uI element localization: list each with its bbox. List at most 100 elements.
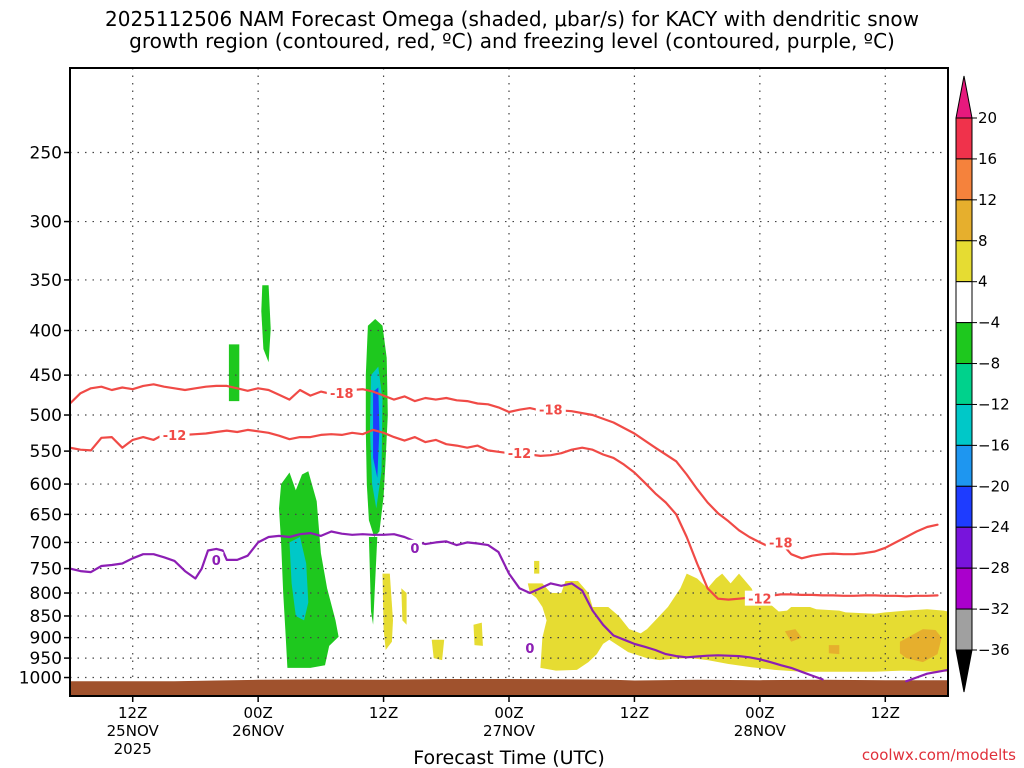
colorbar-tick-label: −20 [978, 477, 1010, 495]
x-tick-label: 2025 [114, 740, 152, 758]
contour-label-background [504, 445, 535, 461]
x-tick-label: 12Z [871, 704, 900, 722]
contour-label: -18 [539, 404, 563, 419]
colorbar-swatch [955, 403, 973, 446]
chart-title: 2025112506 NAM Forecast Omega (shaded, μ… [0, 8, 1024, 52]
plot-background [70, 68, 948, 696]
contour-label: -12 [508, 447, 532, 462]
y-tick-label: 800 [30, 584, 62, 604]
colorbar-tick-label: 20 [978, 109, 997, 127]
colorbar-swatch [955, 281, 973, 324]
source-credit: coolwx.com/modelts [861, 746, 1016, 764]
colorbar-swatch [955, 526, 973, 569]
colorbar-swatch [955, 444, 973, 487]
y-tick-label: 600 [30, 475, 62, 495]
contour-label-background [765, 534, 796, 550]
y-tick-label: 900 [30, 629, 62, 649]
x-tick-label: 00Z [494, 704, 523, 722]
colorbar-tick-label: 12 [978, 191, 997, 209]
x-tick-label: 12Z [369, 704, 398, 722]
omega-shaded-region [289, 537, 309, 621]
y-tick-label: 700 [30, 533, 62, 553]
omega-shaded-region [527, 573, 948, 672]
y-tick-label: 850 [30, 607, 62, 627]
freezing-level-contour [70, 530, 824, 681]
x-tick-label: 00Z [745, 704, 774, 722]
contour-label: -12 [163, 429, 187, 444]
contour-label-background [522, 639, 537, 655]
y-tick-label: 400 [30, 322, 62, 342]
colorbar-swatch [955, 199, 973, 242]
omega-shaded-region [534, 560, 540, 574]
colorbar-tick-label: 16 [978, 150, 997, 168]
x-tick-label: 26NOV [232, 722, 285, 740]
colorbar-tick-label: −24 [978, 518, 1010, 536]
y-tick-label: 350 [30, 271, 62, 291]
x-tick-label: 28NOV [734, 722, 787, 740]
colorbar-swatch [955, 567, 973, 610]
colorbar: 20 16 12 8 4 −4 −8 −12 −16 −20 −24 −28 −32 −36 [955, 75, 1010, 693]
y-tick-label: 500 [30, 406, 62, 426]
terrain-surface [70, 679, 948, 696]
x-tick-label: 25NOV [107, 722, 160, 740]
contour-label: 0 [212, 554, 221, 569]
omega-shaded-region [473, 622, 483, 646]
chart-title-line-1: 2025112506 NAM Forecast Omega (shaded, μ… [105, 7, 919, 31]
colorbar-tick-label: −12 [978, 395, 1010, 413]
contour-label: -18 [769, 536, 793, 551]
colorbar-swatch [955, 117, 973, 160]
colorbar-swatch [955, 608, 973, 651]
colorbar-tick-label: −4 [978, 314, 1000, 332]
omega-shaded-region [784, 629, 802, 642]
freezing-level-contour [905, 668, 948, 683]
y-tick-label: 950 [30, 649, 62, 669]
contour-label-background [209, 551, 224, 567]
y-tick-label: 750 [30, 560, 62, 580]
x-tick-label: 27NOV [483, 722, 536, 740]
colorbar-swatch [955, 363, 973, 405]
colorbar-tick-label: −36 [978, 641, 1010, 659]
y-tick-label: 650 [30, 505, 62, 525]
omega-shaded-region [261, 285, 271, 363]
colorbar-max-arrow [955, 75, 973, 119]
y-tick-label: 250 [30, 144, 62, 164]
omega-shaded-region [279, 471, 339, 668]
x-tick-label: 00Z [243, 704, 272, 722]
contour-label: 0 [410, 542, 419, 557]
x-tick-label: 12Z [620, 704, 649, 722]
contour-label-background [744, 590, 775, 606]
contour-label: -12 [748, 593, 772, 608]
y-tick-label: 450 [30, 366, 62, 386]
omega-shaded-region [368, 537, 378, 625]
temperature-contour [70, 383, 939, 560]
contour-label-background [407, 539, 422, 555]
y-tick-label: 300 [30, 213, 62, 233]
omega-shaded-region [828, 645, 840, 655]
temperature-contour [70, 428, 939, 601]
omega-shaded-region [431, 639, 445, 661]
contour-label-background [159, 426, 190, 442]
omega-shaded-region [373, 387, 380, 478]
contour-label: 0 [525, 642, 534, 657]
colorbar-tick-label: −32 [978, 600, 1010, 618]
y-tick-label: 550 [30, 442, 62, 462]
omega-shaded-region [228, 344, 240, 402]
colorbar-swatch [955, 322, 973, 365]
colorbar-tick-label: −28 [978, 559, 1010, 577]
colorbar-min-arrow [955, 649, 973, 693]
omega-shaded-region [401, 588, 407, 625]
colorbar-tick-label: −16 [978, 436, 1010, 454]
colorbar-tick-label: 4 [978, 273, 988, 291]
contour-label: -18 [330, 387, 354, 402]
contour-label-background [326, 385, 357, 401]
colorbar-tick-label: 8 [978, 232, 988, 250]
x-tick-label: 12Z [118, 704, 147, 722]
colorbar-swatch [955, 240, 973, 283]
x-axis-label: Forecast Time (UTC) [413, 747, 604, 768]
chart-title-line-2: growth region (contoured, red, ºC) and f… [129, 29, 895, 53]
contour-label-background [535, 401, 566, 417]
y-tick-label: 1000 [19, 669, 62, 689]
colorbar-swatch [955, 158, 973, 201]
colorbar-swatch [955, 485, 973, 528]
